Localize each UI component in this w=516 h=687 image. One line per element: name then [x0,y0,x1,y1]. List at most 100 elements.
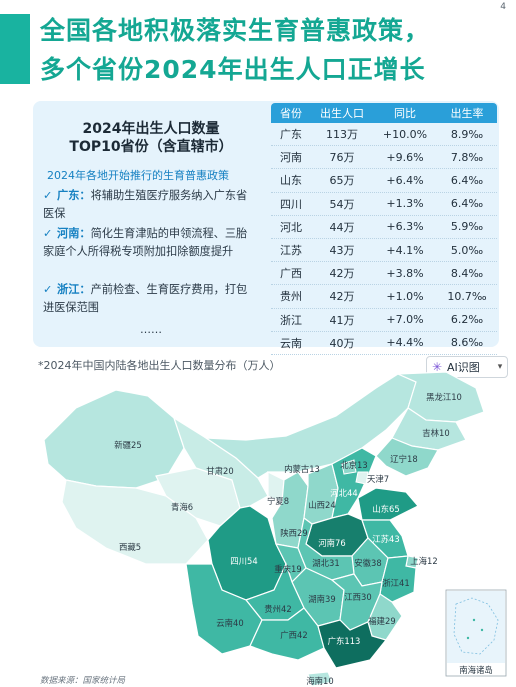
cell-yoy: +10.0% [382,127,428,141]
region-guangdong [317,619,388,669]
cell-yoy: +6.3% [386,220,424,234]
cell-births: 40万 [329,336,355,350]
map-label: 西藏5 [119,542,141,552]
cell-yoy: +1.3% [386,197,424,211]
table-row: 广东 113万 +10.0% 8.9‰ [271,123,497,147]
region-tibet [61,479,209,565]
map-label: 海南10 [306,676,333,686]
check-icon: ✓ [43,189,53,202]
map-label: 青海6 [171,502,193,512]
sparkle-icon: ✳ [431,360,443,374]
map-label: 宁夏8 [267,496,289,506]
cell-births: 42万 [329,267,355,281]
table-row: 云南 40万 +4.4% 8.6‰ [271,332,497,355]
check-icon: ✓ [43,227,53,240]
map-label: 上海12 [410,556,437,566]
cell-birth-rate: 6.2‰ [450,313,484,327]
map-label: 山西24 [308,500,335,510]
map-label: 四川54 [230,556,257,566]
map-label: 内蒙古13 [284,464,320,474]
header-yoy: 同比 [394,107,416,120]
map-label: 山东65 [372,504,399,514]
map-label: 河南76 [318,538,345,548]
map-label: 江西30 [344,592,371,602]
region-inner-mongolia [203,373,417,479]
cell-province: 山东 [280,174,302,188]
cell-province: 江苏 [280,244,302,258]
cell-births: 44万 [329,220,355,234]
cell-birth-rate: 7.8‰ [450,150,484,164]
cell-birth-rate: 6.4‰ [450,197,484,211]
map-label: 湖北31 [312,558,339,568]
map-label: 甘肃20 [206,466,233,476]
table-row: 浙江 41万 +7.0% 6.2‰ [271,309,497,332]
table-row: 江苏 43万 +4.1% 5.0‰ [271,239,497,263]
region-tianjin [355,471,369,485]
chevron-down-icon: ▾ [497,362,503,372]
cell-birth-rate: 5.9‰ [450,220,484,234]
policy-item-henan: ✓ 河南：简化生育津贴的申领流程、三胎家庭个人所得税专项附加扣除额度提升 [43,225,257,260]
page-title-line-2: 多个省份2024年出生人口正增长 [40,55,426,84]
cell-births: 54万 [329,197,355,211]
table-header: 省份 出生人口 同比 出生率 [271,103,497,123]
map-label: 浙江41 [382,578,409,588]
cell-births: 43万 [329,244,355,258]
region-liaoning [375,437,439,477]
cell-births: 42万 [329,290,355,304]
table-row: 广西 42万 +3.8% 8.4‰ [271,262,497,286]
cell-province: 广西 [280,267,302,281]
map-label: 黑龙江10 [426,392,462,402]
cell-birth-rate: 6.4‰ [450,173,484,187]
info-panel: 2024年出生人口数量 TOP10省份（含直辖市） 2024年各地开始推行的生育… [33,101,499,355]
cell-province: 四川 [280,197,302,211]
map-label: 安徽38 [354,558,381,568]
table-row: 山东 65万 +6.4% 6.4‰ [271,169,497,193]
cell-province: 浙江 [280,313,302,327]
table-body: 广东 113万 +10.0% 8.9‰ 河南 76万 +9.6% 7.8‰ 山东 65万 +6.4%… [271,123,497,355]
map-note: *2024年中国内陆各地出生人口数量分布（万人） [38,359,281,372]
check-icon: ✓ [43,283,53,296]
cell-province: 广东 [280,128,302,142]
china-birth-map: 南海诸岛 黑龙江10 吉林10 辽宁18 新疆25 甘肃20 内蒙古13 北京1… [43,371,507,686]
policy-subheading: 2024年各地开始推行的生育普惠政策 [47,169,229,182]
table-row: 河北 44万 +6.3% 5.9‰ [271,216,497,239]
cell-births: 113万 [326,128,358,142]
policy-text: 简化生育津贴的申领流程、三胎家庭个人所得税专项附加扣除额度提升 [43,227,248,258]
map-label: 天津7 [367,474,389,484]
page-number: 4 [500,2,506,12]
title-accent-bar [0,14,30,84]
region-xinjiang [43,389,185,489]
cell-yoy: +4.1% [386,243,424,257]
cell-birth-rate: 10.7‰ [447,289,487,303]
cell-birth-rate: 8.9‰ [450,127,484,141]
map-label: 江苏43 [372,534,399,544]
region-beijing [341,459,357,475]
table-row: 四川 54万 +1.3% 6.4‰ [271,193,497,216]
south-china-sea-inset: 南海诸岛 [445,589,507,677]
policy-province: 广东： [57,189,91,202]
policy-text: 产前检查、生育医疗费用，打包进医保范围 [43,283,248,314]
policy-province: 浙江： [57,283,91,296]
policy-province: 河南： [57,227,91,240]
map-label: 湖南39 [308,594,335,604]
map-label: 重庆19 [274,564,301,574]
table-row: 河南 76万 +9.6% 7.8‰ [271,146,497,170]
cell-births: 65万 [329,174,355,188]
page-title-line-1: 全国各地积极落实生育普惠政策， [40,16,431,45]
cell-yoy: +3.8% [386,266,424,280]
policy-column: 2024年出生人口数量 TOP10省份（含直辖市） 2024年各地开始推行的生育… [33,101,269,347]
cell-birth-rate: 8.6‰ [450,336,484,350]
map-label: 广西42 [280,630,307,640]
region-hainan [307,671,333,686]
ai-button-label: AI识图 [447,361,480,374]
cell-province: 云南 [280,336,302,350]
table-row: 贵州 42万 +1.0% 10.7‰ [271,285,497,309]
cell-yoy: +6.4% [386,173,424,187]
cell-yoy: +1.0% [386,289,424,303]
map-label: 河北44 [330,488,357,498]
top10-table: 省份 出生人口 同比 出生率 广东 113万 +10.0% 8.9‰ 河南 76万 +9.6… [271,103,497,355]
header-province: 省份 [280,107,302,120]
header-births: 出生人口 [320,107,364,120]
map-label: 新疆25 [114,440,141,450]
map-label: 北京13 [340,460,367,470]
